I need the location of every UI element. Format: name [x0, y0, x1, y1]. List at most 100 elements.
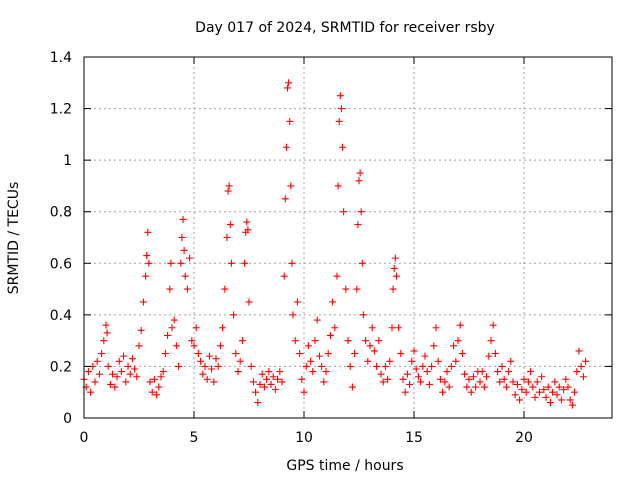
data-point [483, 373, 491, 381]
x-tick-label: 5 [190, 430, 199, 446]
data-point [390, 264, 398, 272]
data-point [513, 380, 521, 388]
data-point [577, 362, 585, 370]
data-point [518, 386, 526, 394]
data-point [188, 337, 196, 345]
data-point [381, 362, 389, 370]
data-point [168, 324, 176, 332]
data-point [494, 368, 502, 376]
data-point [104, 362, 112, 370]
data-point [177, 259, 185, 267]
data-point [573, 368, 581, 376]
data-point [166, 285, 174, 293]
data-point [291, 337, 299, 345]
data-point [199, 370, 207, 378]
data-point [491, 350, 499, 358]
data-point [304, 342, 312, 350]
data-point [351, 350, 359, 358]
data-point [224, 187, 232, 195]
data-point [260, 383, 268, 391]
data-point [241, 259, 249, 267]
data-point [284, 84, 291, 92]
x-tick-label: 0 [80, 430, 89, 446]
data-point [447, 362, 455, 370]
data-point [582, 357, 590, 365]
data-point [293, 298, 301, 306]
data-point [412, 365, 420, 373]
data-point [249, 378, 257, 386]
data-point [208, 365, 216, 373]
data-point [480, 383, 488, 391]
data-point [181, 272, 189, 280]
data-point [124, 362, 132, 370]
data-point [348, 383, 356, 391]
data-point [452, 357, 460, 365]
data-point [425, 380, 433, 388]
data-point [111, 383, 119, 391]
data-point [366, 342, 374, 350]
data-point [313, 316, 321, 324]
data-point [148, 388, 156, 396]
y-tick-label: 0.4 [50, 308, 72, 324]
data-point [84, 368, 92, 376]
data-point [467, 388, 475, 396]
data-point [487, 337, 495, 345]
data-point [362, 337, 370, 345]
data-point [194, 350, 202, 358]
data-point [183, 285, 191, 293]
data-point [216, 342, 224, 350]
data-point [153, 391, 161, 399]
data-point [302, 362, 310, 370]
data-point [551, 378, 559, 386]
data-point [370, 347, 378, 355]
data-point [135, 342, 143, 350]
data-point [175, 362, 183, 370]
data-point [456, 321, 464, 329]
data-point [210, 378, 218, 386]
data-point [339, 143, 346, 151]
data-point [106, 380, 114, 388]
data-point [549, 388, 557, 396]
data-point [399, 375, 407, 383]
data-point [298, 375, 306, 383]
data-point [463, 383, 471, 391]
data-point [392, 272, 400, 280]
data-point [263, 375, 271, 383]
data-point [230, 311, 238, 319]
data-point [498, 362, 506, 370]
data-point [214, 362, 222, 370]
data-point [428, 362, 436, 370]
data-point [388, 324, 396, 332]
data-point [443, 368, 451, 376]
data-point [333, 272, 341, 280]
data-point [439, 388, 447, 396]
data-point [146, 378, 154, 386]
data-point [386, 357, 394, 365]
data-point [232, 350, 240, 358]
data-point [309, 368, 317, 376]
data-point [505, 368, 513, 376]
data-point [408, 357, 416, 365]
data-point [155, 383, 163, 391]
data-point [180, 246, 188, 254]
grid-lines [84, 57, 612, 418]
data-point [281, 195, 289, 203]
data-point [555, 383, 563, 391]
data-point [95, 370, 103, 378]
y-tick-label: 1.2 [50, 102, 72, 118]
data-point [258, 370, 266, 378]
data-point [566, 396, 574, 404]
data-point [469, 373, 477, 381]
data-point [516, 396, 524, 404]
data-point [102, 321, 110, 329]
x-tick-label: 15 [405, 430, 423, 446]
data-point [571, 388, 579, 396]
data-point [139, 298, 147, 306]
data-point [557, 396, 565, 404]
data-point [315, 352, 323, 360]
data-point [375, 337, 383, 345]
data-point [359, 311, 367, 319]
data-point [167, 259, 175, 267]
data-point [485, 352, 493, 360]
data-point [311, 337, 319, 345]
